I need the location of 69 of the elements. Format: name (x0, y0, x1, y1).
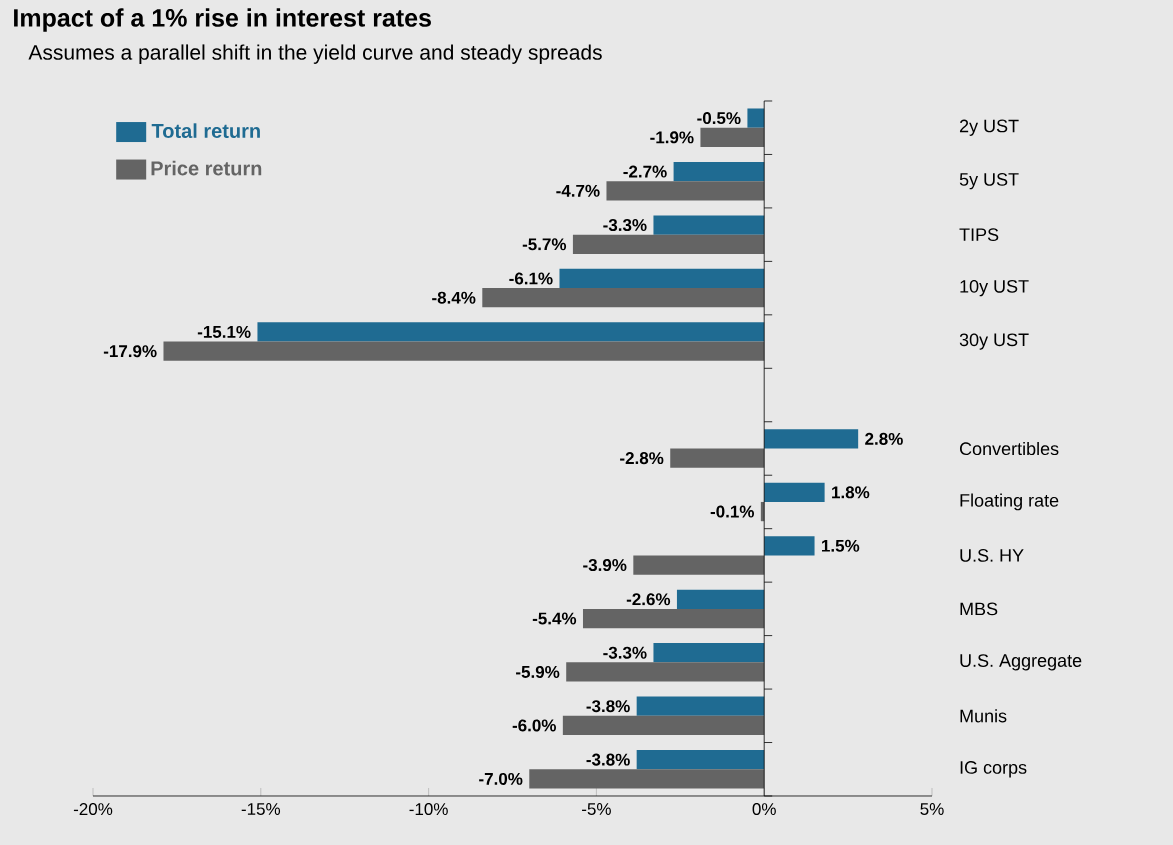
data-label: -2.8% (620, 452, 664, 465)
data-label: -2.7% (623, 165, 667, 178)
chart-title: Impact of a 1% rise in interest rates (14, 8, 431, 32)
bar (764, 536, 815, 556)
bar (559, 268, 765, 289)
y-tick-label: IG corps (960, 761, 1027, 778)
data-label: 2.8% (865, 432, 903, 445)
y-tick-label: MBS (960, 602, 998, 616)
y-tick-label: 5y UST (959, 173, 1019, 190)
bar (529, 769, 765, 789)
chart-subtitle: Assumes a parallel shift in the yield curve and steady spreads (28, 44, 602, 64)
bar (653, 643, 765, 663)
bar (673, 161, 765, 182)
data-label: -3.3% (603, 646, 647, 659)
x-tick-label: -10% (409, 803, 448, 816)
data-label: -8.4% (432, 291, 476, 304)
data-label: -2.6% (626, 593, 671, 606)
y-tick-label: 30y UST (959, 333, 1029, 350)
data-label: -1.9% (650, 131, 694, 144)
x-tick-label: -20% (73, 803, 113, 816)
y-tick-label: 2y UST (959, 119, 1019, 136)
bar (582, 608, 765, 629)
y-tick-label: U.S. Aggregate (960, 654, 1082, 671)
data-label: -5.7% (522, 238, 567, 251)
x-tick-label: -15% (241, 803, 281, 816)
x-tick-label: 5% (920, 803, 944, 816)
x-tick-label: -5% (582, 803, 611, 816)
y-tick-label: Munis (960, 709, 1007, 723)
data-label: -6.0% (512, 719, 556, 732)
data-label: -0.1% (710, 505, 755, 518)
data-label: -3.9% (583, 559, 627, 572)
data-label: -3.8% (586, 753, 630, 766)
bar (653, 215, 765, 235)
data-label: -0.5% (697, 112, 741, 125)
bar (257, 322, 765, 342)
x-tick-label: 0% (752, 803, 776, 816)
y-tick-label: TIPS (959, 228, 999, 242)
data-label: -3.3% (603, 219, 647, 232)
legend-label: Price return (151, 160, 262, 176)
data-label: -3.8% (586, 700, 630, 713)
y-tick-label: 10y UST (960, 279, 1029, 297)
data-label: -7.0% (479, 772, 523, 785)
bar (676, 589, 765, 609)
data-label: -5.4% (532, 612, 577, 625)
y-tick-label: Convertibles (959, 441, 1059, 456)
data-label: 1.5% (822, 539, 860, 552)
bar (670, 448, 765, 468)
data-label: 1.8% (832, 486, 870, 499)
bar (482, 288, 765, 308)
bar (566, 662, 765, 682)
legend-label: Total return (151, 123, 260, 138)
bar (633, 555, 765, 575)
data-label: -4.7% (556, 184, 600, 197)
bar (747, 108, 765, 128)
bar (606, 181, 765, 201)
bar (636, 750, 765, 770)
bar (163, 341, 765, 361)
y-tick-label: U.S. HY (960, 549, 1024, 562)
bar (764, 482, 825, 502)
data-label: -6.1% (509, 272, 553, 285)
bar (572, 234, 765, 254)
bar (636, 696, 765, 716)
y-tick-label: Floating rate (960, 493, 1059, 511)
data-label: -15.1% (197, 325, 251, 338)
bar (562, 715, 765, 736)
bar (764, 429, 859, 449)
bar (700, 127, 765, 147)
data-label: -5.9% (516, 665, 560, 678)
data-label: -17.9% (103, 345, 157, 358)
